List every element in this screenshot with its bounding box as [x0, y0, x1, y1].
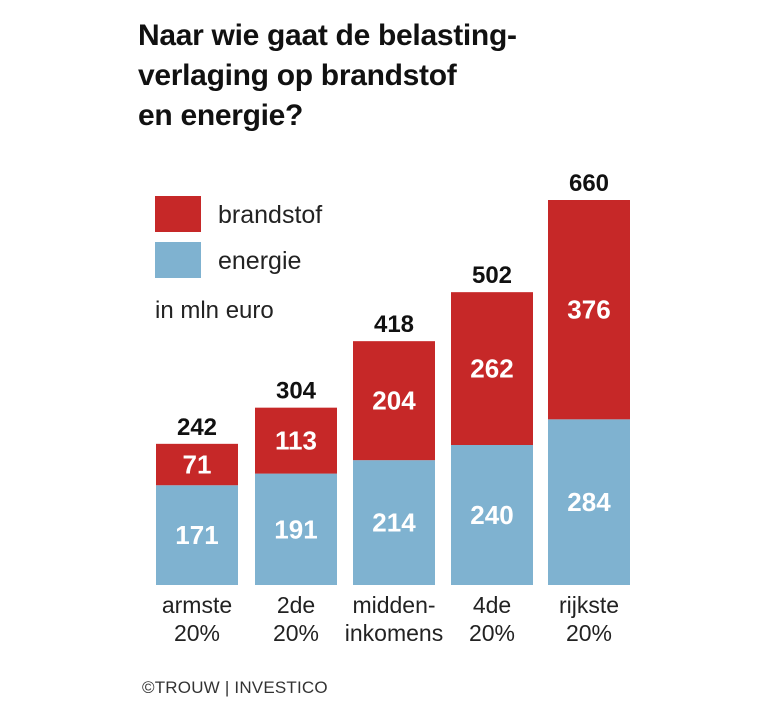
bar-brandstof [156, 443, 238, 486]
credit-line: ©TROUW | INVESTICO [142, 678, 328, 697]
bar-brandstof [353, 341, 435, 461]
bars: 17171242armste20%1911133042de20%21420441… [156, 170, 630, 646]
chart-title-line-1: Naar wie gaat de belasting- [138, 19, 517, 52]
chart-title-line-3: en energie? [138, 99, 304, 132]
legend-swatch-brandstof [155, 196, 201, 232]
category-label: midden- [352, 592, 435, 618]
legend-swatch-energie [155, 242, 201, 278]
bar-energie [255, 473, 337, 585]
bar-energie [451, 445, 533, 585]
data-label-energie: 214 [372, 508, 416, 538]
category-label: 20% [174, 620, 220, 646]
bar-energie [548, 419, 630, 585]
chart-title-line-2: verlaging op brandstof [138, 59, 457, 92]
data-label-energie: 191 [274, 514, 317, 544]
category-label: 20% [566, 620, 612, 646]
total-label: 242 [177, 414, 217, 441]
legend-label-brandstof: brandstof [218, 201, 322, 229]
category-label: 4de [473, 592, 511, 618]
bar-brandstof [255, 407, 337, 474]
bar-group: 214 204 418 midden-inkomens [345, 311, 443, 646]
category-label: rijkste [559, 592, 619, 618]
category-label: 2de [277, 592, 315, 618]
total-label: 502 [472, 262, 512, 289]
data-label-brandstof: 113 [275, 426, 317, 456]
data-label-brandstof: 71 [183, 450, 212, 480]
data-label-brandstof: 262 [470, 354, 513, 384]
total-label: 304 [276, 378, 317, 405]
bar-brandstof [451, 292, 533, 445]
category-label: 20% [273, 620, 319, 646]
legend-label-energie: energie [218, 247, 301, 275]
data-label-brandstof: 204 [372, 386, 416, 416]
data-label-energie: 240 [470, 500, 513, 530]
data-label-brandstof: 376 [567, 295, 610, 325]
data-label-energie: 171 [175, 520, 218, 550]
bar-energie [156, 485, 238, 585]
category-label: inkomens [345, 620, 443, 646]
bar-energie [353, 460, 435, 585]
total-label: 418 [374, 311, 414, 338]
unit-note: in mln euro [155, 297, 274, 324]
data-label-energie: 284 [567, 487, 611, 517]
category-label: 20% [469, 620, 515, 646]
total-label: 660 [569, 170, 609, 197]
category-label: armste [162, 592, 232, 618]
legend: brandstof energie [155, 196, 322, 278]
bar-brandstof [548, 200, 630, 420]
